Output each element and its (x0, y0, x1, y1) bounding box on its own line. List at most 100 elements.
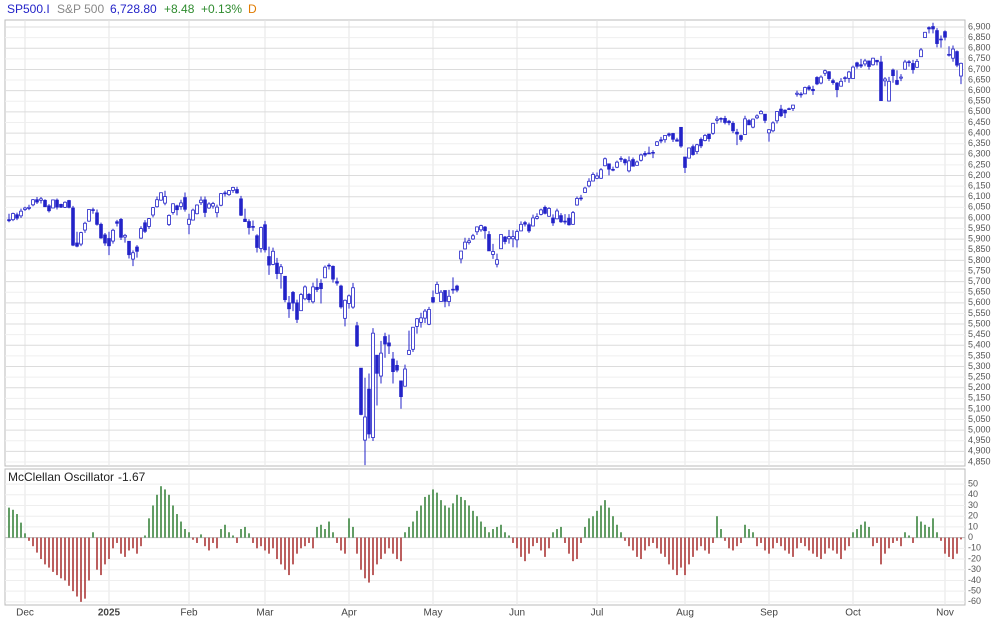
candle-body (563, 220, 567, 223)
candle-body (307, 293, 311, 301)
candle-body (791, 104, 795, 109)
candle-body (275, 262, 279, 274)
candle-body (811, 88, 815, 92)
x-tick-label: 2025 (98, 608, 121, 619)
candle-body (603, 158, 607, 167)
candle-body (271, 250, 275, 265)
candle-body (415, 318, 419, 327)
candle-body (435, 283, 439, 294)
candle-body (847, 71, 851, 79)
oscillator-bar (372, 537, 374, 576)
candle-body (403, 368, 407, 387)
oscillator-bar (140, 537, 142, 547)
oscillator-title: McClellan Oscillator (8, 470, 114, 484)
oscillator-bar (796, 537, 798, 549)
candle-body (863, 60, 867, 65)
candle-body (759, 111, 763, 115)
y-tick-label: 6,200 (968, 170, 991, 180)
oscillator-bar (436, 492, 438, 538)
candle-body (883, 78, 887, 82)
candle-body (671, 133, 675, 140)
candle-body (171, 203, 175, 213)
oscillator-bar (180, 521, 182, 538)
oscillator-bar (516, 537, 518, 549)
oscillator-bar (860, 524, 862, 538)
oscillator-bar (340, 537, 342, 551)
oscillator-bar (608, 507, 610, 538)
candle-body (595, 175, 599, 179)
oscillator-bar (924, 524, 926, 538)
candle-body (155, 199, 159, 208)
oscillator-bar (312, 537, 314, 549)
candle-body (707, 133, 711, 140)
candle-body (103, 234, 107, 244)
y-tick-label: 6,900 (968, 21, 991, 31)
candle-body (723, 118, 727, 123)
candle-body (559, 215, 563, 223)
oscillator-bar (644, 537, 646, 551)
candle-body (227, 190, 231, 196)
oscillator-bar (580, 537, 582, 543)
price-panel (4, 19, 966, 467)
oscillator-bar (956, 537, 958, 554)
candle-body (407, 349, 411, 355)
candle-body (911, 63, 915, 71)
oscillator-bar (520, 537, 522, 557)
candle-body (383, 336, 387, 345)
y-tick-label: 6,250 (968, 159, 991, 169)
oscillator-bar (500, 524, 502, 538)
oscillator-bar (256, 537, 258, 549)
oscillator-bar (848, 537, 850, 547)
candle-body (903, 61, 907, 70)
y-tick-label: 40 (968, 489, 978, 499)
candle-body (31, 199, 35, 206)
y-tick-label: 5,500 (968, 318, 991, 328)
oscillator-bar (944, 537, 946, 554)
candle-body (27, 206, 31, 209)
oscillator-bar (288, 537, 290, 576)
candle-body (331, 265, 335, 280)
candle-body (955, 51, 959, 66)
oscillator-bar (328, 521, 330, 538)
candle-body (299, 294, 303, 312)
oscillator-bar (460, 496, 462, 538)
oscillator-bar (284, 537, 286, 570)
oscillator-bar (28, 537, 30, 541)
candle-body (647, 152, 651, 155)
candle-body (139, 228, 143, 239)
oscillator-bar (664, 537, 666, 557)
candle-body (747, 120, 751, 126)
oscillator-bar (672, 537, 674, 570)
candle-body (379, 352, 383, 377)
candle-body (51, 199, 55, 209)
oscillator-bar (44, 537, 46, 565)
candle-body (355, 325, 359, 347)
oscillator-bar (940, 537, 942, 541)
candle-body (923, 31, 927, 39)
y-tick-label: 5,950 (968, 223, 991, 233)
oscillator-bar (872, 537, 874, 547)
candle-body (815, 77, 819, 85)
oscillator-bar (708, 537, 710, 554)
candle-body (775, 111, 779, 122)
candle-body (695, 144, 699, 152)
candle-body (251, 226, 255, 228)
oscillator-bar (220, 529, 222, 538)
candle-body (511, 236, 515, 240)
oscillator-bar (632, 537, 634, 551)
y-tick-label: -10 (968, 543, 981, 553)
oscillator-bar (56, 537, 58, 576)
candle-body (555, 210, 559, 220)
candle-body (375, 354, 379, 374)
oscillator-bar (680, 537, 682, 568)
candle-body (359, 367, 363, 415)
candle-body (919, 49, 923, 58)
candle-body (795, 92, 799, 95)
oscillator-bar (72, 537, 74, 592)
oscillator-bar (788, 537, 790, 554)
candle-body (599, 169, 603, 179)
oscillator-bar (268, 537, 270, 554)
oscillator-bar (728, 537, 730, 549)
last-price: 6,728.80 (110, 2, 157, 16)
